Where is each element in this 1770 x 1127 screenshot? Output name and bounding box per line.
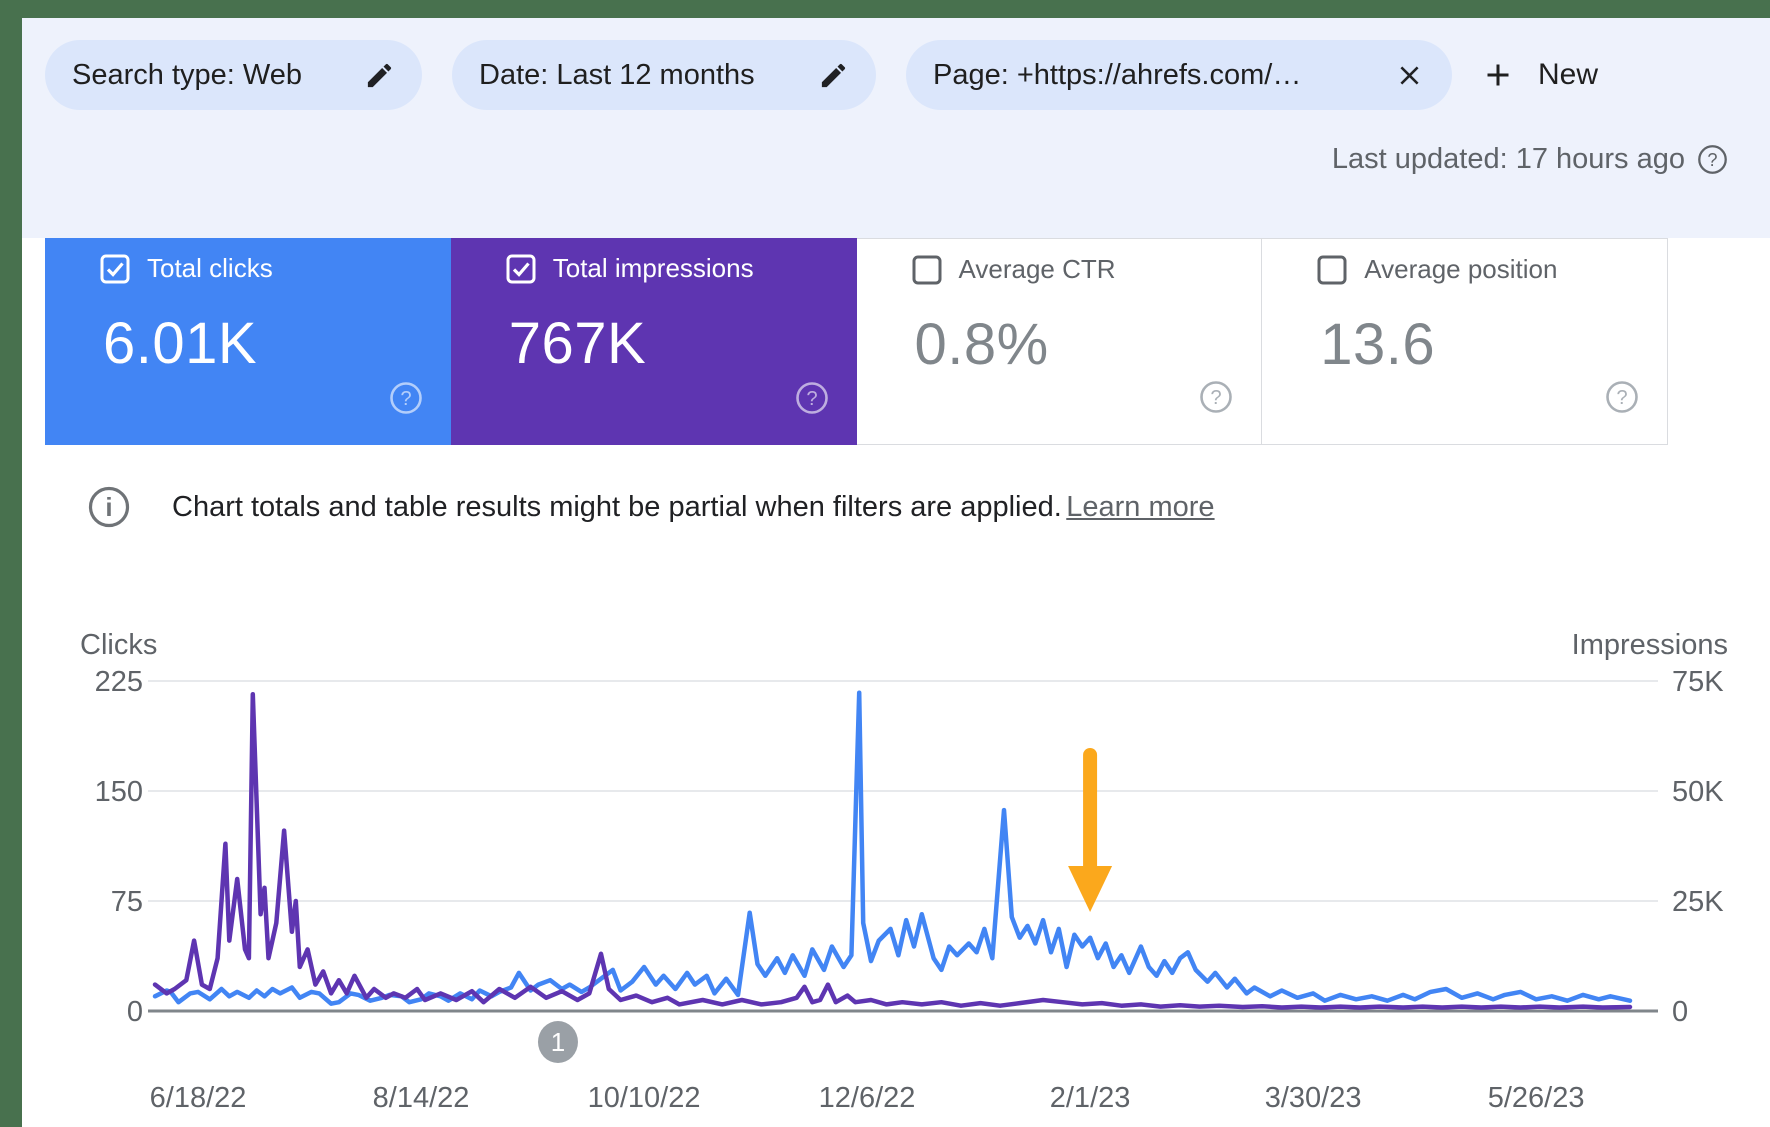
x-axis-date-label: 12/6/22 (819, 1082, 916, 1114)
total-clicks-checkbox-checked[interactable] (100, 254, 130, 284)
average-ctr-checkbox-unchecked[interactable] (912, 255, 942, 285)
close-icon[interactable] (1394, 60, 1425, 91)
svg-text:?: ? (1707, 149, 1717, 170)
plus-icon (1480, 57, 1516, 93)
page-filter-chip[interactable]: Page: +https://ahrefs.com/… (906, 40, 1452, 110)
notice-text: Chart totals and table results might be … (172, 490, 1062, 523)
x-axis-date-label: 8/14/22 (373, 1082, 470, 1114)
search-type-filter-label: Search type: Web (72, 58, 302, 91)
total-impressions-value: 767K (508, 311, 647, 376)
y-right-tick-label: 0 (1672, 996, 1688, 1028)
average-position-value: 13.6 (1320, 312, 1436, 377)
y-right-axis-title: Impressions (1572, 629, 1728, 661)
y-right-tick-label: 25K (1672, 886, 1724, 918)
y-left-tick-label: 0 (127, 996, 143, 1028)
y-left-tick-label: 75 (111, 886, 143, 918)
help-icon[interactable]: ? (795, 381, 829, 415)
y-left-tick-label: 150 (95, 776, 143, 808)
average-position-checkbox-unchecked[interactable] (1317, 255, 1347, 285)
help-icon[interactable]: ? (1697, 144, 1728, 175)
average-ctr-value: 0.8% (914, 312, 1049, 377)
partial-data-notice: i Chart totals and table results might b… (88, 486, 1215, 528)
new-filter-label: New (1538, 58, 1599, 91)
help-icon[interactable]: ? (389, 381, 423, 415)
x-axis-date-label: 5/26/23 (1488, 1082, 1585, 1114)
y-left-tick-label: 225 (95, 666, 143, 698)
page-filter-label: Page: +https://ahrefs.com/… (933, 58, 1302, 91)
average-ctr-card[interactable]: Average CTR 0.8% ? (856, 238, 1263, 445)
x-axis-date-label: 10/10/22 (588, 1082, 701, 1114)
last-updated-status: Last updated: 17 hours ago ? (1332, 143, 1728, 176)
help-icon[interactable]: ? (1199, 380, 1233, 414)
total-impressions-card[interactable]: Total impressions 767K ? (450, 238, 857, 445)
edit-pencil-icon[interactable] (818, 60, 849, 91)
annotation-arrow-head (1068, 866, 1113, 912)
chart-marker-label: 1 (551, 1027, 565, 1057)
last-updated-text: Last updated: 17 hours ago (1331, 143, 1685, 175)
performance-chart[interactable]: 0 0 75 25K 150 50K 225 75K Clicks Impressions 6/18… (0, 600, 1770, 1127)
impressions-line-series[interactable] (152, 691, 1633, 1010)
svg-text:?: ? (400, 388, 411, 410)
total-impressions-checkbox-checked[interactable] (506, 254, 536, 284)
average-position-label: Average position (1364, 254, 1558, 284)
total-clicks-value: 6.01K (103, 311, 258, 376)
y-right-tick-label: 50K (1672, 776, 1724, 808)
learn-more-link[interactable]: Learn more (1066, 490, 1215, 523)
traffic-chart-svg: 0 0 75 25K 150 50K 225 75K Clicks Impressions 6/18… (80, 629, 1728, 1114)
total-clicks-card[interactable]: Total clicks 6.01K ? (45, 238, 451, 445)
new-filter-button[interactable]: New (1480, 40, 1598, 110)
average-position-card[interactable]: Average position 13.6 ? (1262, 238, 1668, 445)
search-type-filter-chip[interactable]: Search type: Web (45, 40, 422, 110)
chart-marker-badge[interactable] (537, 1021, 578, 1063)
svg-text:?: ? (1211, 387, 1222, 409)
x-axis-date-label: 3/30/23 (1265, 1082, 1362, 1114)
svg-text:?: ? (1616, 387, 1627, 409)
date-filter-label: Date: Last 12 months (479, 58, 755, 91)
x-axis-date-label: 2/1/23 (1050, 1082, 1131, 1114)
x-axis-date-label: 6/18/22 (150, 1082, 247, 1114)
total-impressions-label: Total impressions (552, 253, 754, 283)
date-filter-chip[interactable]: Date: Last 12 months (452, 40, 876, 110)
average-ctr-label: Average CTR (958, 254, 1116, 284)
info-icon: i (88, 486, 130, 528)
svg-text:?: ? (806, 388, 817, 410)
help-icon[interactable]: ? (1605, 380, 1639, 414)
metric-cards-row: Total clicks 6.01K ? Total impressions 7… (45, 238, 1668, 445)
y-left-axis-title: Clicks (80, 629, 157, 661)
edit-pencil-icon[interactable] (364, 60, 395, 91)
clicks-line-series[interactable] (152, 690, 1633, 1006)
svg-text:i: i (105, 492, 112, 522)
y-right-tick-label: 75K (1672, 666, 1724, 698)
total-clicks-label: Total clicks (147, 253, 273, 283)
